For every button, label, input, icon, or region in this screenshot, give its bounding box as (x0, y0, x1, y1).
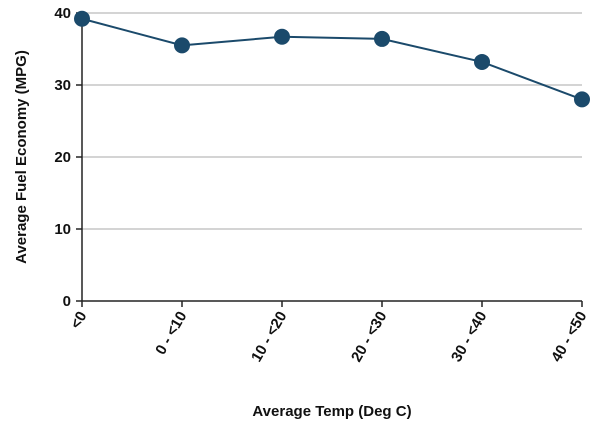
data-point (374, 30, 390, 47)
y-tick-label: 0 (63, 293, 71, 310)
x-tick-label: 10 - <20 (248, 309, 290, 366)
data-point (574, 91, 590, 108)
data-point (274, 28, 290, 45)
y-tick-label: 30 (54, 77, 71, 94)
data-point (74, 10, 90, 27)
y-tick-label: 20 (54, 149, 71, 166)
tick-labels: 0 10 20 30 40 <0 0 - <10 10 - <20 20 - <30 30 - <… (54, 5, 590, 365)
grid-lines (82, 12, 582, 230)
x-axis-title: Average Temp (Deg C) (252, 403, 411, 420)
axes (76, 12, 583, 307)
y-tick-label: 40 (54, 5, 71, 22)
y-axis-title: Average Fuel Economy (MPG) (13, 50, 30, 264)
x-tick-label: 40 - <50 (548, 309, 590, 366)
x-tick-label: 0 - <10 (152, 309, 190, 358)
data-point (174, 37, 190, 54)
series-line (81, 17, 583, 101)
x-tick-label: 20 - <30 (348, 309, 390, 366)
series (74, 10, 590, 108)
x-tick-label: 30 - <40 (448, 309, 490, 366)
x-tick-label: <0 (67, 309, 90, 332)
data-point (474, 53, 490, 70)
y-tick-label: 10 (54, 221, 71, 238)
